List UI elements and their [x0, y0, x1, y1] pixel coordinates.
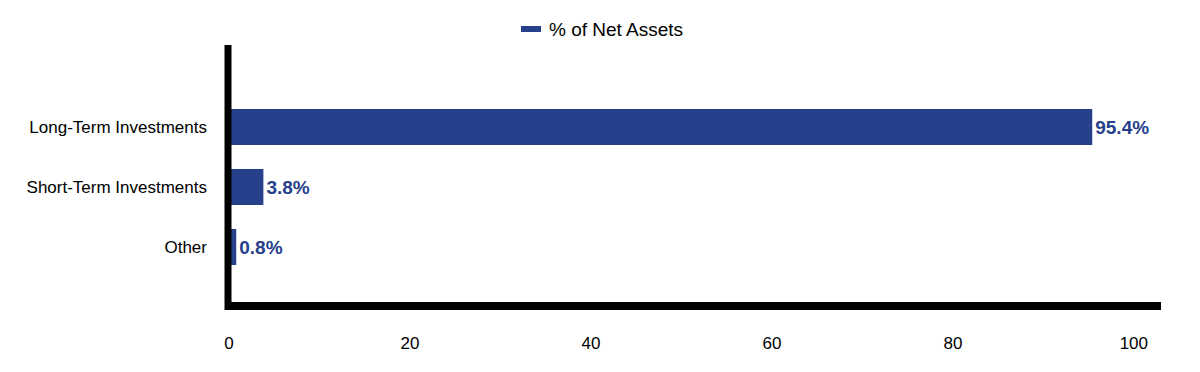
tick-label: 0: [224, 334, 233, 353]
x-axis-line: [225, 302, 1161, 310]
tick-label: 100: [1120, 334, 1148, 353]
chart: 95.4% 3.8% 0.8% Long-Term Investments Short-…: [0, 0, 1200, 372]
legend-label: % of Net Assets: [549, 19, 683, 40]
tick-label: 40: [581, 334, 600, 353]
category-label: Other: [164, 238, 207, 257]
bars: [229, 109, 1092, 265]
tick-label: 80: [943, 334, 962, 353]
data-label: 0.8%: [239, 237, 282, 258]
bar: [229, 109, 1092, 145]
category-label: Long-Term Investments: [29, 118, 207, 137]
category-label: Short-Term Investments: [27, 178, 207, 197]
data-label: 3.8%: [266, 177, 309, 198]
bar: [229, 169, 263, 205]
y-axis-line: [225, 45, 232, 310]
tick-label: 60: [762, 334, 781, 353]
legend-swatch: [521, 26, 541, 32]
tick-label: 20: [401, 334, 420, 353]
data-label: 95.4%: [1095, 117, 1149, 138]
